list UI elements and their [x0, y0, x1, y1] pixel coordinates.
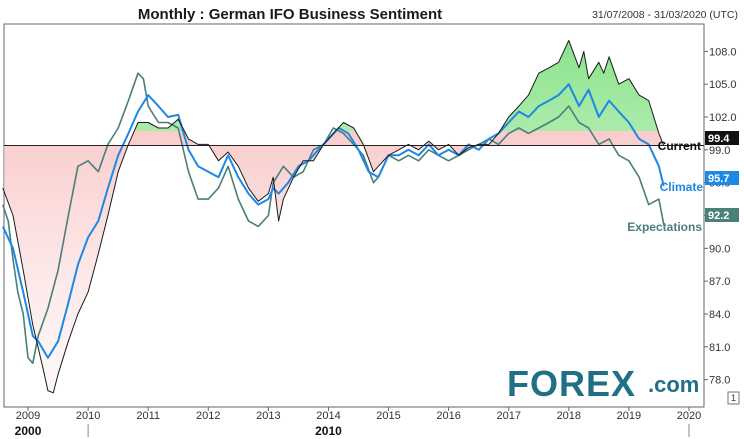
y-tick-label: 102.0 [709, 112, 737, 124]
x-tick-label: 2016 [436, 410, 460, 422]
y-tick-label: 78.0 [709, 375, 730, 387]
forex-logo-text: FOREX [507, 363, 636, 404]
current-value-text: 99.4 [708, 133, 730, 145]
chart-title: Monthly : German IFO Business Sentiment [138, 6, 442, 23]
current-value-tag: 99.4 [705, 131, 739, 145]
climate-value-text: 95.7 [708, 173, 729, 185]
x-tick-label: 2012 [196, 410, 220, 422]
x-tick-label: 2017 [496, 410, 520, 422]
expectations-series-label: Expectations [627, 220, 702, 234]
expectations-value-tag: 92.2 [705, 208, 739, 222]
series-lines [1, 39, 665, 394]
x-tick-label: 2019 [617, 410, 641, 422]
x-tick-label: 2011 [136, 410, 160, 422]
x-tick-label: 2018 [557, 410, 581, 422]
climate-value-tag: 95.7 [705, 171, 739, 185]
climate-series-label: Climate [660, 180, 704, 194]
x-axis: 2009 2010 2011 2012 2013 2014 2015 2016 2017 2018… [15, 407, 701, 438]
y-tick-label: 105.0 [709, 79, 737, 91]
x-tick-label: 2015 [376, 410, 400, 422]
x-tick-label: 2014 [316, 410, 340, 422]
area-below-baseline [4, 131, 664, 393]
y-tick-label: 87.0 [709, 276, 730, 288]
area-fills [4, 40, 664, 393]
y-tick-label: 84.0 [709, 309, 730, 321]
decade-label: 2000 [15, 424, 42, 438]
y-tick-label: 99.0 [709, 145, 730, 157]
area-above-baseline [134, 40, 659, 131]
expectations-value-text: 92.2 [708, 210, 729, 222]
date-range: 31/07/2008 - 31/03/2020 (UTC) [592, 9, 738, 21]
x-tick-label: 2013 [256, 410, 280, 422]
y-tick-label: 81.0 [709, 342, 730, 354]
forex-logo: FOREX .com [507, 363, 699, 404]
expectations-series-line [2, 72, 665, 364]
decade-label: 2010 [315, 424, 342, 438]
current-series-line [2, 39, 665, 394]
y-tick-label: 90.0 [709, 243, 730, 255]
corner-button-label: 1 [731, 393, 736, 403]
x-tick-label: 2010 [76, 410, 100, 422]
x-tick-label: 2009 [16, 410, 40, 422]
y-tick-label: 108.0 [709, 46, 737, 58]
current-series-label: Current [658, 139, 701, 153]
corner-settings-button[interactable]: 1 [727, 391, 740, 405]
x-tick-label: 2020 [677, 410, 701, 422]
forex-logo-suffix: .com [648, 372, 699, 397]
